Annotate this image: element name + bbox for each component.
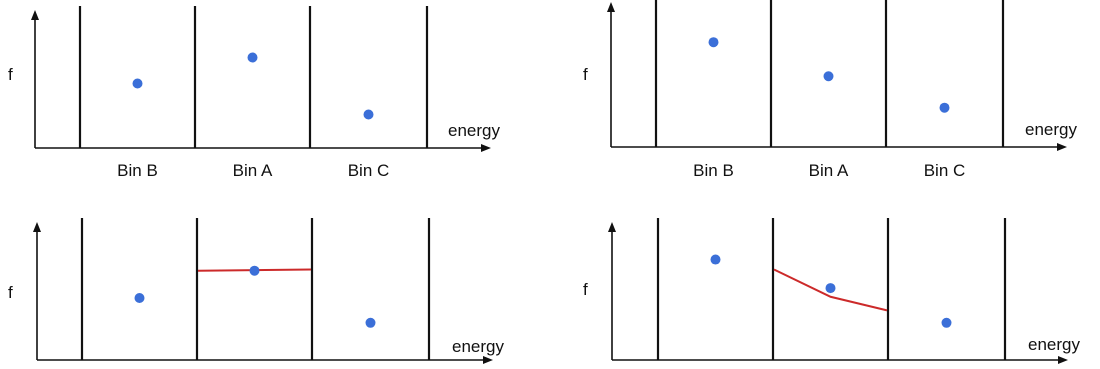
x-axis-label: energy	[448, 121, 500, 140]
y-axis-arrowhead-icon	[607, 2, 615, 12]
x-axis-label: energy	[1025, 120, 1077, 139]
bin-label: Bin A	[809, 161, 849, 180]
data-point	[825, 283, 836, 294]
data-point	[708, 37, 719, 48]
bin-label: Bin C	[924, 161, 966, 180]
data-point	[132, 78, 143, 89]
x-axis-arrowhead-icon	[481, 144, 491, 152]
bin-label: Bin B	[693, 161, 734, 180]
y-axis-label: f	[8, 283, 13, 302]
data-point	[365, 317, 376, 328]
data-point	[939, 102, 950, 113]
y-axis-label: f	[583, 65, 588, 84]
bin-label: Bin C	[348, 161, 390, 180]
fit-line	[773, 268, 888, 312]
data-point	[249, 265, 260, 276]
data-point	[134, 293, 145, 303]
data-point	[941, 317, 952, 328]
bin-label: Bin B	[117, 161, 158, 180]
y-axis-arrowhead-icon	[608, 222, 616, 232]
data-point	[823, 71, 834, 82]
x-axis-label: energy	[1028, 335, 1080, 354]
y-axis-arrowhead-icon	[33, 222, 41, 232]
bin-label: Bin A	[233, 161, 273, 180]
y-axis-label: f	[8, 65, 13, 84]
x-axis-arrowhead-icon	[483, 356, 493, 364]
data-point	[247, 52, 258, 63]
x-axis-arrowhead-icon	[1057, 143, 1067, 151]
data-point	[710, 254, 721, 265]
x-axis-label: energy	[452, 337, 504, 356]
y-axis-label: f	[583, 280, 588, 299]
y-axis-arrowhead-icon	[31, 10, 39, 20]
x-axis-arrowhead-icon	[1058, 356, 1068, 364]
data-point	[363, 109, 374, 120]
